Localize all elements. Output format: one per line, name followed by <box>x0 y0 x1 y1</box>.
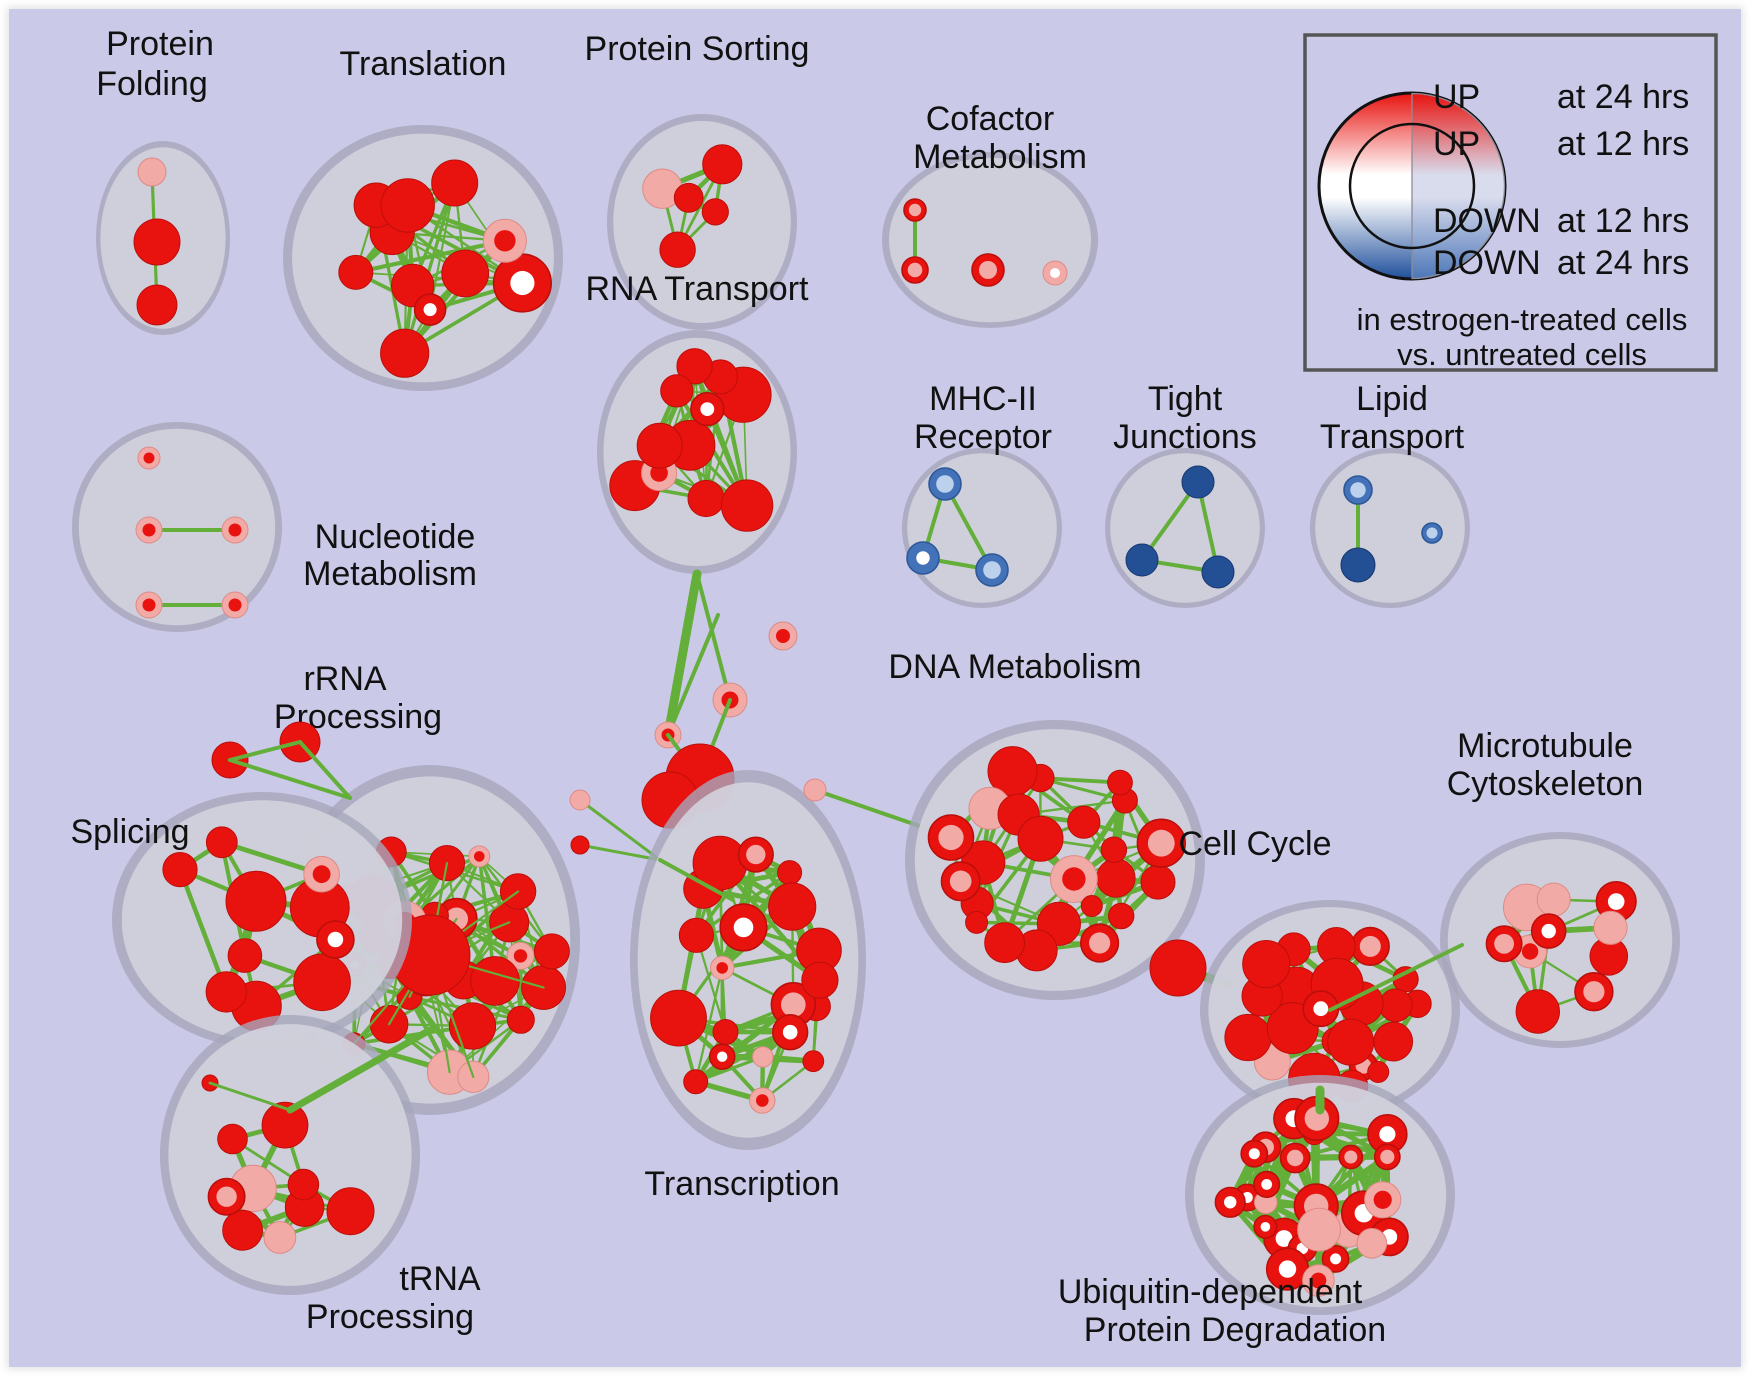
svg-text:at 24 hrs: at 24 hrs <box>1557 244 1689 282</box>
svg-text:Transport: Transport <box>1320 418 1465 456</box>
svg-text:Cytoskeleton: Cytoskeleton <box>1447 765 1644 803</box>
svg-text:Cell Cycle: Cell Cycle <box>1178 825 1331 863</box>
svg-text:Processing: Processing <box>306 1298 474 1336</box>
svg-text:Lipid: Lipid <box>1356 380 1428 418</box>
svg-text:Junctions: Junctions <box>1113 418 1257 456</box>
svg-text:Translation: Translation <box>340 45 507 83</box>
svg-text:tRNA: tRNA <box>399 1260 481 1298</box>
svg-text:Nucleotide: Nucleotide <box>315 518 476 556</box>
svg-text:Receptor: Receptor <box>914 418 1052 456</box>
svg-text:vs. untreated cells: vs. untreated cells <box>1397 337 1647 372</box>
svg-text:rRNA: rRNA <box>303 660 386 698</box>
svg-text:Microtubule: Microtubule <box>1457 727 1633 765</box>
svg-text:Folding: Folding <box>96 65 208 103</box>
svg-text:Protein Degradation: Protein Degradation <box>1084 1311 1386 1349</box>
svg-text:UP: UP <box>1433 125 1480 163</box>
svg-text:at 12 hrs: at 12 hrs <box>1557 202 1689 240</box>
svg-text:Transcription: Transcription <box>644 1165 839 1203</box>
svg-text:at 12 hrs: at 12 hrs <box>1557 125 1689 163</box>
svg-text:Protein: Protein <box>106 25 214 63</box>
svg-text:Ubiquitin-dependent: Ubiquitin-dependent <box>1058 1273 1363 1311</box>
svg-text:DOWN: DOWN <box>1433 244 1541 282</box>
svg-text:MHC-II: MHC-II <box>929 380 1037 418</box>
svg-text:DOWN: DOWN <box>1433 202 1541 240</box>
svg-text:UP: UP <box>1433 78 1480 116</box>
svg-text:Splicing: Splicing <box>70 813 189 851</box>
svg-text:at 24 hrs: at 24 hrs <box>1557 78 1689 116</box>
svg-text:Metabolism: Metabolism <box>303 555 477 593</box>
svg-text:Cofactor: Cofactor <box>926 100 1055 138</box>
svg-text:Protein Sorting: Protein Sorting <box>585 30 810 68</box>
svg-text:RNA Transport: RNA Transport <box>586 270 810 308</box>
svg-text:Metabolism: Metabolism <box>913 138 1087 176</box>
svg-text:DNA Metabolism: DNA Metabolism <box>888 648 1141 686</box>
svg-text:Tight: Tight <box>1148 380 1223 418</box>
svg-text:in estrogen-treated cells: in estrogen-treated cells <box>1357 302 1688 337</box>
